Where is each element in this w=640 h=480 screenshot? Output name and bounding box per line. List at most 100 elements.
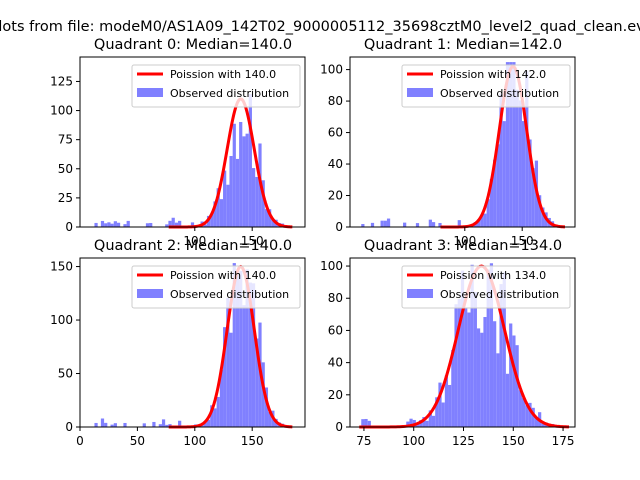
subplot-3-legend: Poission with 134.0 Observed distributio… [401, 265, 571, 309]
subplot-1-bar [512, 62, 516, 227]
subplot-0-bar [190, 222, 195, 227]
subplot-0-bar [232, 123, 236, 227]
subplot-1-bar [509, 62, 513, 227]
subplot-2-bar [206, 419, 211, 427]
subplot-3-bar [435, 397, 439, 427]
subplot-0-bar [171, 217, 175, 227]
subplot-3-bar [441, 402, 445, 427]
subplot-0-bar [219, 199, 224, 227]
subplot-3-xtick-label: 75 [356, 434, 371, 448]
subplot-2-ytick-label: 0 [65, 420, 73, 434]
subplot-2-bar [235, 274, 240, 427]
subplot-3-bar [460, 270, 465, 427]
subplot-0-legend-observed: Observed distribution [170, 87, 289, 100]
subplot-0-bar [255, 176, 259, 227]
subplot-0-bar [126, 220, 130, 227]
subplot-2-bars [94, 263, 288, 427]
subplot-0-legend-poisson: Poission with 140.0 [170, 68, 276, 81]
subplot-3-bar [476, 328, 481, 427]
subplot-2-bar [158, 424, 162, 427]
subplot-1: Quadrant 1: Median=142.0 100 150 0 20 40 60 80… [320, 37, 576, 248]
subplot-2-ytick-label: 100 [50, 313, 73, 327]
subplot-2-legend-poisson: Poission with 140.0 [170, 269, 276, 282]
subplot-2-bar [223, 327, 227, 427]
subplot-0-legend-observed-swatch [137, 88, 163, 97]
subplot-3-ytick-label: 80 [328, 291, 343, 305]
subplot-0-bar [226, 184, 230, 227]
subplot-0-xtick-label: 150 [241, 234, 264, 248]
subplot-2-bar [264, 387, 269, 427]
subplot-1-bar [370, 222, 375, 227]
subplot-2-bar [226, 298, 230, 427]
subplot-2-bar [152, 421, 156, 427]
subplot-3-bar [531, 407, 535, 427]
subplot-2-bar [251, 283, 256, 427]
subplot-3-bar [509, 323, 513, 427]
subplot-2-bar [142, 423, 146, 427]
subplot-2-legend: Poission with 140.0 Observed distributio… [131, 265, 301, 309]
subplot-2-title: Quadrant 2: Median=140.0 [94, 238, 292, 254]
subplot-0-bar [235, 158, 240, 227]
subplot-0-title: Quadrant 0: Median=140.0 [94, 37, 292, 53]
subplot-0-bar [149, 222, 153, 227]
subplot-0-bar [242, 136, 246, 227]
subplot-2-bar [239, 270, 243, 427]
subplot-3-bar [367, 420, 371, 427]
subplot-3-ytick-label: 0 [335, 420, 343, 434]
subplot-0-bar [116, 222, 121, 227]
subplot-1-bar [476, 219, 481, 227]
subplot-1-bar [541, 207, 545, 227]
subplot-3-bar [518, 390, 522, 427]
subplot-3-ytick-label: 100 [320, 259, 343, 273]
subplot-1-bar [403, 222, 407, 227]
subplot-2-bar [94, 422, 98, 427]
subplot-0-bar [251, 168, 256, 227]
subplot-0-bar [245, 133, 249, 227]
subplot-1-legend-box [401, 64, 571, 108]
subplot-3-bar [364, 418, 368, 427]
subplot-3-bar [464, 308, 468, 427]
subplot-1-bar [499, 93, 503, 228]
subplot-3-bar [502, 272, 506, 427]
subplot-1-bar [457, 220, 461, 227]
subplot-1-bar [493, 159, 497, 227]
subplot-3-legend-observed-swatch [407, 289, 433, 298]
subplot-1-ytick-label: 60 [328, 126, 343, 140]
subplot-3-xtick-label: 150 [502, 434, 525, 448]
subplot-1-bar [383, 220, 387, 227]
subplot-1-bar [528, 139, 532, 227]
subplot-3: Quadrant 3: Median=134.0 75 100 125 150 175 0… [320, 238, 576, 448]
subplot-0-bar [110, 223, 114, 227]
subplot-3-ytick-label: 60 [328, 323, 343, 337]
subplot-2-bar [210, 405, 214, 427]
subplot-2-bar [104, 422, 108, 427]
subplot-0-bar [264, 209, 269, 227]
subplot-0-bar [271, 219, 275, 227]
subplot-3-bar [438, 382, 442, 427]
subplot-2-bar [219, 369, 224, 427]
subplot-0-bar [261, 180, 265, 227]
subplot-3-bar [431, 415, 436, 427]
subplot-3-bar [454, 304, 458, 427]
subplot-3-bar [505, 373, 510, 427]
subplot-0-ytick-label: 25 [58, 191, 73, 205]
subplot-0-bar [123, 224, 127, 227]
subplot-0-ticks: 100 150 0 25 50 75 100 125 [50, 74, 264, 248]
subplot-3-bar [428, 410, 432, 427]
subplot-2-bar [123, 422, 127, 427]
subplot-1-title: Quadrant 1: Median=142.0 [364, 37, 562, 53]
subplot-1-bar [438, 222, 442, 227]
subplot-3-legend-observed: Observed distribution [440, 288, 559, 301]
subplot-0-ytick-label: 125 [50, 74, 73, 88]
subplot-3-bar [444, 375, 449, 427]
subplot-3-bar [473, 292, 477, 427]
subplot-0-bar [203, 224, 207, 227]
subplot-2-xtick-label: 0 [76, 434, 84, 448]
subplot-0-ytick-label: 75 [58, 133, 73, 147]
subplot-2-bar [245, 269, 249, 427]
subplot-1-ytick-label: 40 [328, 157, 343, 171]
subplot-3-bar [448, 384, 452, 427]
subplot-0-bar [229, 156, 233, 227]
subplot-3-bar [512, 335, 516, 427]
subplot-1-bar [525, 71, 529, 228]
